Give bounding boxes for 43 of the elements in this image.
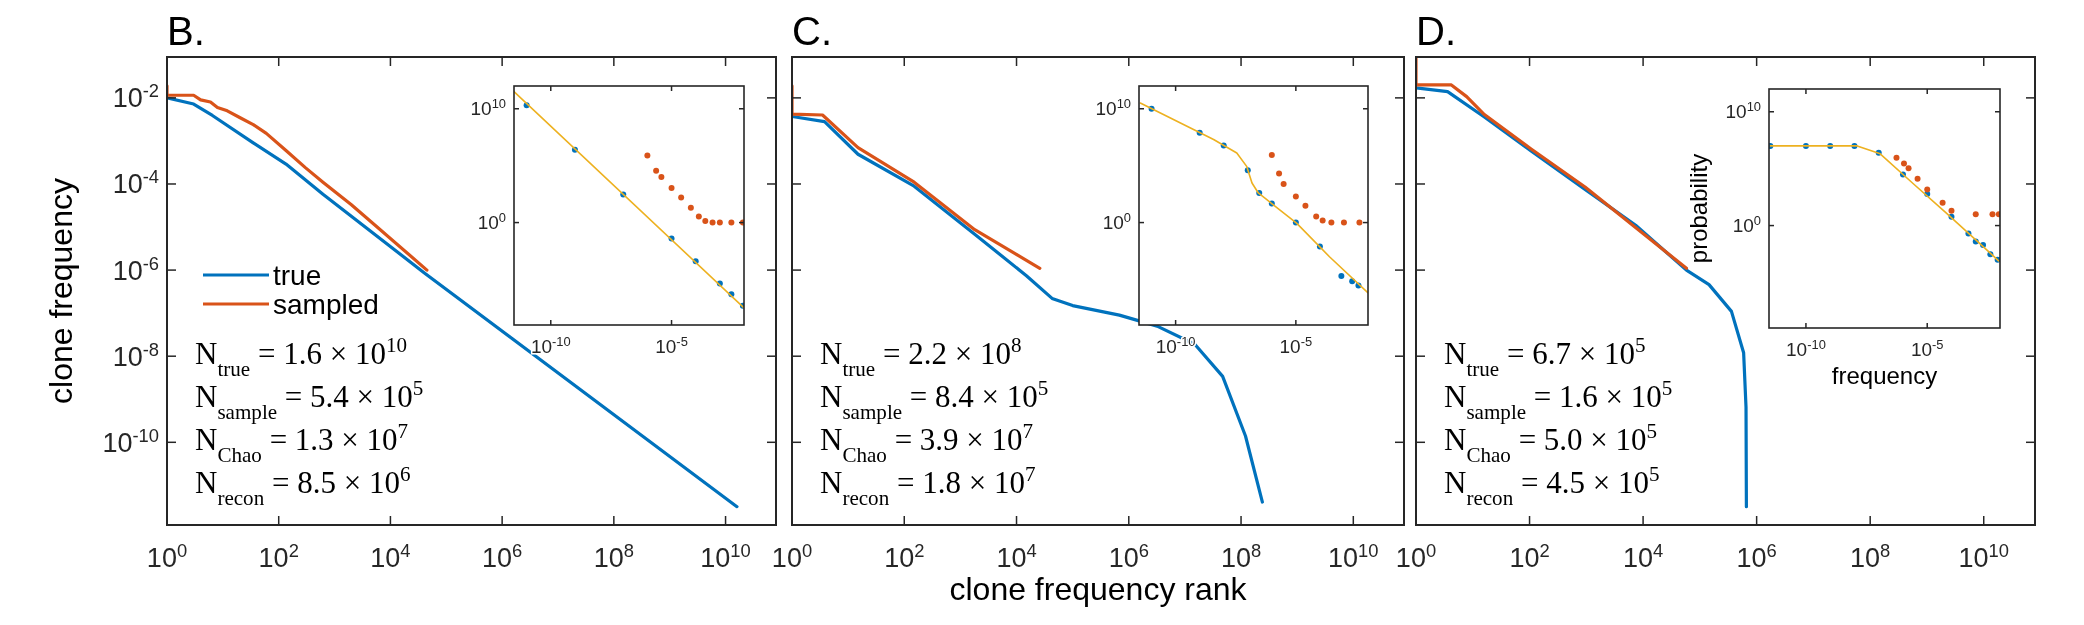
x-tick-label: 10$^{4}$ — [370, 539, 411, 573]
y-tick-label: 10$^{-2}$ — [112, 79, 159, 114]
x-tick-label: 10$^{0}$ — [146, 539, 188, 573]
annotation: N$_{true}$ = 1.6 × 10$^{10}$ — [195, 333, 407, 381]
x-tick-label: 10$^{2}$ — [1509, 539, 1550, 573]
x-tick-label: 10$^{8}$ — [1850, 539, 1891, 573]
x-tick-label: 10$^{-5}$ — [655, 333, 688, 357]
x-tick-label: 10$^{2}$ — [884, 539, 925, 573]
legend-label: sampled — [273, 289, 379, 320]
x-tick-label: 10$^{0}$ — [771, 539, 813, 573]
x-axis-title: frequency — [1831, 362, 1938, 389]
x-tick-label: 10$^{8}$ — [1220, 539, 1262, 573]
x-tick-label: 10$^{10}$ — [700, 539, 751, 573]
x-axis-title: clone frequency rank — [949, 571, 1248, 607]
x-tick-label: 10$^{6}$ — [482, 539, 523, 573]
x-tick-label: 10$^{10}$ — [1958, 539, 2009, 573]
chart-title: B. — [167, 9, 205, 53]
y-axis-title: clone frequency — [43, 178, 79, 404]
annotation: N$_{true}$ = 2.2 × 10$^{8}$ — [820, 333, 1022, 381]
y-axis-title: probability — [1685, 153, 1712, 264]
x-tick-label: 10$^{-10}$ — [1786, 336, 1826, 360]
x-tick-label: 10$^{0}$ — [1395, 539, 1437, 573]
x-tick-label: 10$^{-10}$ — [530, 333, 571, 357]
x-tick-label: 10$^{10}$ — [1328, 539, 1379, 573]
y-tick-label: 10$^{-10}$ — [102, 424, 159, 458]
x-tick-label: 10$^{8}$ — [593, 539, 634, 573]
x-tick-label: 10$^{6}$ — [1108, 539, 1149, 573]
x-tick-label: 10$^{4}$ — [996, 539, 1037, 573]
annotation: N$_{recon}$ = 8.5 × 10$^{6}$ — [195, 462, 411, 510]
legend-label: true — [273, 260, 322, 291]
x-tick-label: 10$^{4}$ — [1622, 539, 1664, 573]
chart-title: C. — [792, 9, 832, 53]
annotation: N$_{recon}$ = 4.5 × 10$^{5}$ — [1444, 462, 1660, 510]
annotation: N$_{recon}$ = 1.8 × 10$^{7}$ — [820, 462, 1036, 510]
x-tick-label: 10$^{-5}$ — [1279, 333, 1313, 357]
y-tick-label: 10$^{-4}$ — [112, 165, 159, 200]
x-tick-label: 10$^{6}$ — [1736, 539, 1777, 573]
annotation: N$_{true}$ = 6.7 × 10$^{5}$ — [1444, 333, 1646, 381]
x-tick-label: 10$^{-5}$ — [1910, 336, 1944, 360]
x-tick-label: 10$^{2}$ — [258, 539, 299, 573]
y-tick-label: 10$^{-6}$ — [112, 252, 159, 286]
chart-title: D. — [1416, 9, 1456, 53]
y-tick-label: 10$^{-8}$ — [112, 338, 159, 372]
